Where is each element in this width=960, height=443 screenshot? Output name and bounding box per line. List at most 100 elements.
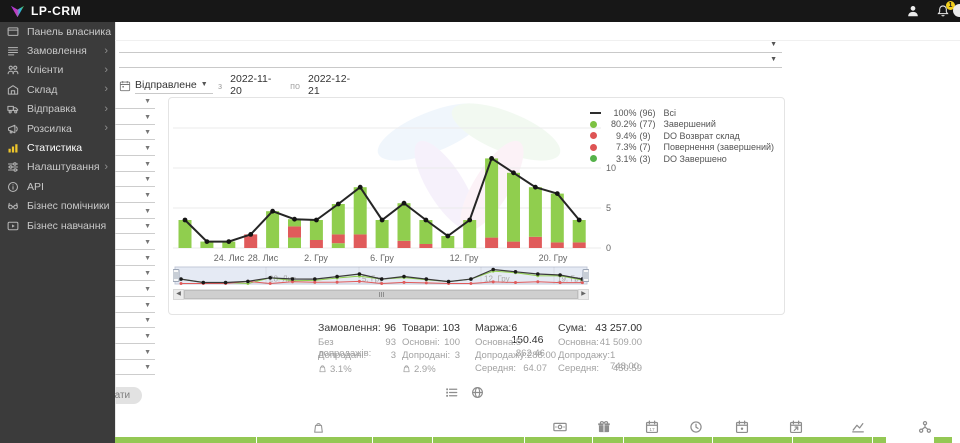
table-cell-divider bbox=[432, 437, 433, 443]
globe-icon[interactable] bbox=[471, 386, 484, 399]
sidebar-item-statistics[interactable]: Статистика bbox=[0, 138, 115, 157]
side-filter-select-14[interactable]: ▼ bbox=[85, 298, 155, 313]
side-filter-select-6[interactable]: ▼ bbox=[85, 172, 155, 188]
clock-icon[interactable] bbox=[689, 420, 703, 434]
org-structure-icon[interactable] bbox=[918, 420, 932, 434]
brand-logo[interactable]: LP-CRM bbox=[10, 4, 81, 18]
chart-scrollbar: ◀ ▶ bbox=[173, 289, 589, 300]
filter-select-2[interactable]: ▼ bbox=[119, 53, 782, 68]
side-filter-select-2[interactable]: ▼ bbox=[85, 110, 155, 125]
sidebar-item-settings[interactable]: Налаштування › bbox=[0, 158, 115, 177]
chevron-right-icon: › bbox=[104, 160, 108, 173]
bag-icon bbox=[318, 364, 327, 376]
side-filter-select-4[interactable]: ▼ bbox=[85, 141, 155, 156]
sidebar-item-label: Бізнес навчання bbox=[27, 219, 107, 232]
sidebar-item-label: Клієнти bbox=[27, 64, 64, 77]
svg-text:12. Гру: 12. Гру bbox=[484, 275, 510, 284]
date-to-label: по bbox=[290, 81, 301, 91]
side-filter-select-15[interactable]: ▼ bbox=[85, 313, 155, 329]
legend-item[interactable]: 7.3% (7) Повернення (завершений) bbox=[590, 142, 774, 154]
bag-icon bbox=[402, 364, 411, 376]
cash-icon[interactable] bbox=[553, 420, 567, 434]
clients-icon bbox=[7, 64, 21, 77]
stats-title: Маржа: 6 150.46 bbox=[475, 322, 544, 346]
legend-item[interactable]: 100% (96) Всі bbox=[590, 107, 774, 119]
statistics-chart-card: 0 5 10 24. Лис 28. Лис 2. Гру 6. Гру 12. Гру 20.… bbox=[168, 97, 785, 315]
stats-title: Сума: 43 257.00 bbox=[558, 322, 642, 334]
svg-text:10: 10 bbox=[606, 163, 616, 173]
legend-item[interactable]: 3.1% (3) DO Завершено bbox=[590, 153, 774, 165]
sidebar-item-mailing[interactable]: Розсилка › bbox=[0, 119, 115, 138]
legend-item[interactable]: 80.2% (77) Завершений bbox=[590, 119, 774, 131]
chart-navigator[interactable]: 28. Лис 5. Гру 12. Гру 19. Гру bbox=[172, 266, 590, 288]
calendar-export-icon[interactable] bbox=[789, 420, 803, 434]
chart-legend: 100% (96) Всі 80.2% (77) Завершений 9.4% (9) DO … bbox=[590, 107, 774, 165]
scrollbar-track[interactable] bbox=[184, 289, 578, 300]
sidebar-item-helpers[interactable]: Бізнес помічники bbox=[0, 197, 115, 216]
view-toggle-icons bbox=[445, 386, 484, 399]
stats-margin: Маржа: 6 150.46 Основна: 5 862.46 Допродажу:… bbox=[475, 322, 556, 376]
helpers-icon bbox=[7, 200, 21, 213]
side-filter-select-10[interactable]: ▼ bbox=[85, 235, 155, 250]
table-row-strip[interactable] bbox=[115, 437, 952, 443]
sidebar-item-orders[interactable]: Замовлення › bbox=[0, 41, 115, 60]
sidebar-item-warehouse[interactable]: Склад › bbox=[0, 80, 115, 99]
notifications-bell-icon[interactable]: 1 bbox=[936, 1, 955, 18]
side-filter-select-7[interactable]: ▼ bbox=[85, 188, 155, 203]
gift-icon[interactable] bbox=[597, 420, 611, 434]
upsell-rate-badge: 2.9% bbox=[402, 363, 460, 376]
bag-icon bbox=[312, 421, 325, 434]
caret-down-icon: ▼ bbox=[144, 207, 151, 215]
sidebar-item-training[interactable]: Бізнес навчання bbox=[0, 216, 115, 235]
sidebar-item-clients[interactable]: Клієнти › bbox=[0, 61, 115, 80]
user-icon[interactable] bbox=[906, 4, 920, 18]
side-filter-select-11[interactable]: ▼ bbox=[85, 251, 155, 266]
caret-down-icon: ▼ bbox=[770, 56, 777, 63]
chevron-right-icon: › bbox=[104, 122, 108, 135]
side-filter-select-1[interactable]: ▼ bbox=[85, 94, 155, 109]
sidebar-item-label: API bbox=[27, 180, 44, 193]
side-filter-select-3[interactable]: ▼ bbox=[85, 125, 155, 141]
table-cell-divider bbox=[524, 437, 525, 443]
sidebar-item-label: Налаштування bbox=[27, 161, 100, 174]
side-filter-select-9[interactable]: ▼ bbox=[85, 219, 155, 235]
profile-avatar-icon[interactable] bbox=[953, 4, 960, 17]
sidebar-item-label: Замовлення bbox=[27, 45, 87, 58]
date-to-input[interactable]: 2022-12-21 bbox=[305, 73, 364, 100]
svg-text:17: 17 bbox=[649, 427, 655, 433]
sidebar-item-api[interactable]: API bbox=[0, 177, 115, 196]
scroll-right-button[interactable]: ▶ bbox=[578, 289, 589, 300]
caret-down-icon: ▼ bbox=[144, 113, 151, 121]
chart-trend-icon[interactable] bbox=[851, 420, 865, 434]
scroll-left-button[interactable]: ◀ bbox=[173, 289, 184, 300]
scrollbar-thumb[interactable] bbox=[184, 290, 578, 299]
legend-dot-marker bbox=[590, 155, 598, 163]
svg-text:24. Лис: 24. Лис bbox=[214, 253, 245, 263]
table-cell-divider bbox=[256, 437, 257, 443]
stats-sub-row: Основна: 41 509.00 bbox=[558, 337, 642, 348]
list-view-icon[interactable] bbox=[445, 386, 458, 399]
filter-select-1[interactable]: ▼ bbox=[119, 38, 782, 53]
calendar-date-icon[interactable]: 17 bbox=[645, 420, 659, 434]
caret-down-icon: ▼ bbox=[200, 81, 208, 88]
side-filter-select-18[interactable]: ▼ bbox=[85, 360, 155, 376]
sidebar-item-dashboard[interactable]: Панель власника bbox=[0, 22, 115, 41]
sidebar-item-delivery[interactable]: Відправка › bbox=[0, 100, 115, 119]
side-filter-select-5[interactable]: ▼ bbox=[85, 157, 155, 172]
caret-down-icon: ▼ bbox=[144, 129, 151, 137]
mailing-icon bbox=[7, 122, 21, 135]
date-type-select[interactable]: Відправлене ▼ bbox=[135, 79, 213, 94]
orders-chart[interactable]: 0 5 10 24. Лис 28. Лис 2. Гру 6. Гру 12. Гру 20.… bbox=[173, 100, 623, 266]
side-filter-select-12[interactable]: ▼ bbox=[85, 266, 155, 282]
date-from-input[interactable]: 2022-11-20 bbox=[227, 73, 286, 100]
caret-down-icon: ▼ bbox=[144, 223, 151, 231]
calendar-alert-icon[interactable] bbox=[735, 420, 749, 434]
side-filter-select-8[interactable]: ▼ bbox=[85, 204, 155, 219]
side-filter-select-16[interactable]: ▼ bbox=[85, 329, 155, 344]
side-filter-select-13[interactable]: ▼ bbox=[85, 282, 155, 297]
legend-item[interactable]: 9.4% (9) DO Возврат склад bbox=[590, 130, 774, 142]
side-filter-select-17[interactable]: ▼ bbox=[85, 345, 155, 360]
sidebar-item-label: Розсилка bbox=[27, 122, 72, 135]
caret-down-icon: ▼ bbox=[144, 301, 151, 309]
stats-sum: Сума: 43 257.00 Основна: 41 509.00 Допродажу… bbox=[558, 322, 642, 376]
